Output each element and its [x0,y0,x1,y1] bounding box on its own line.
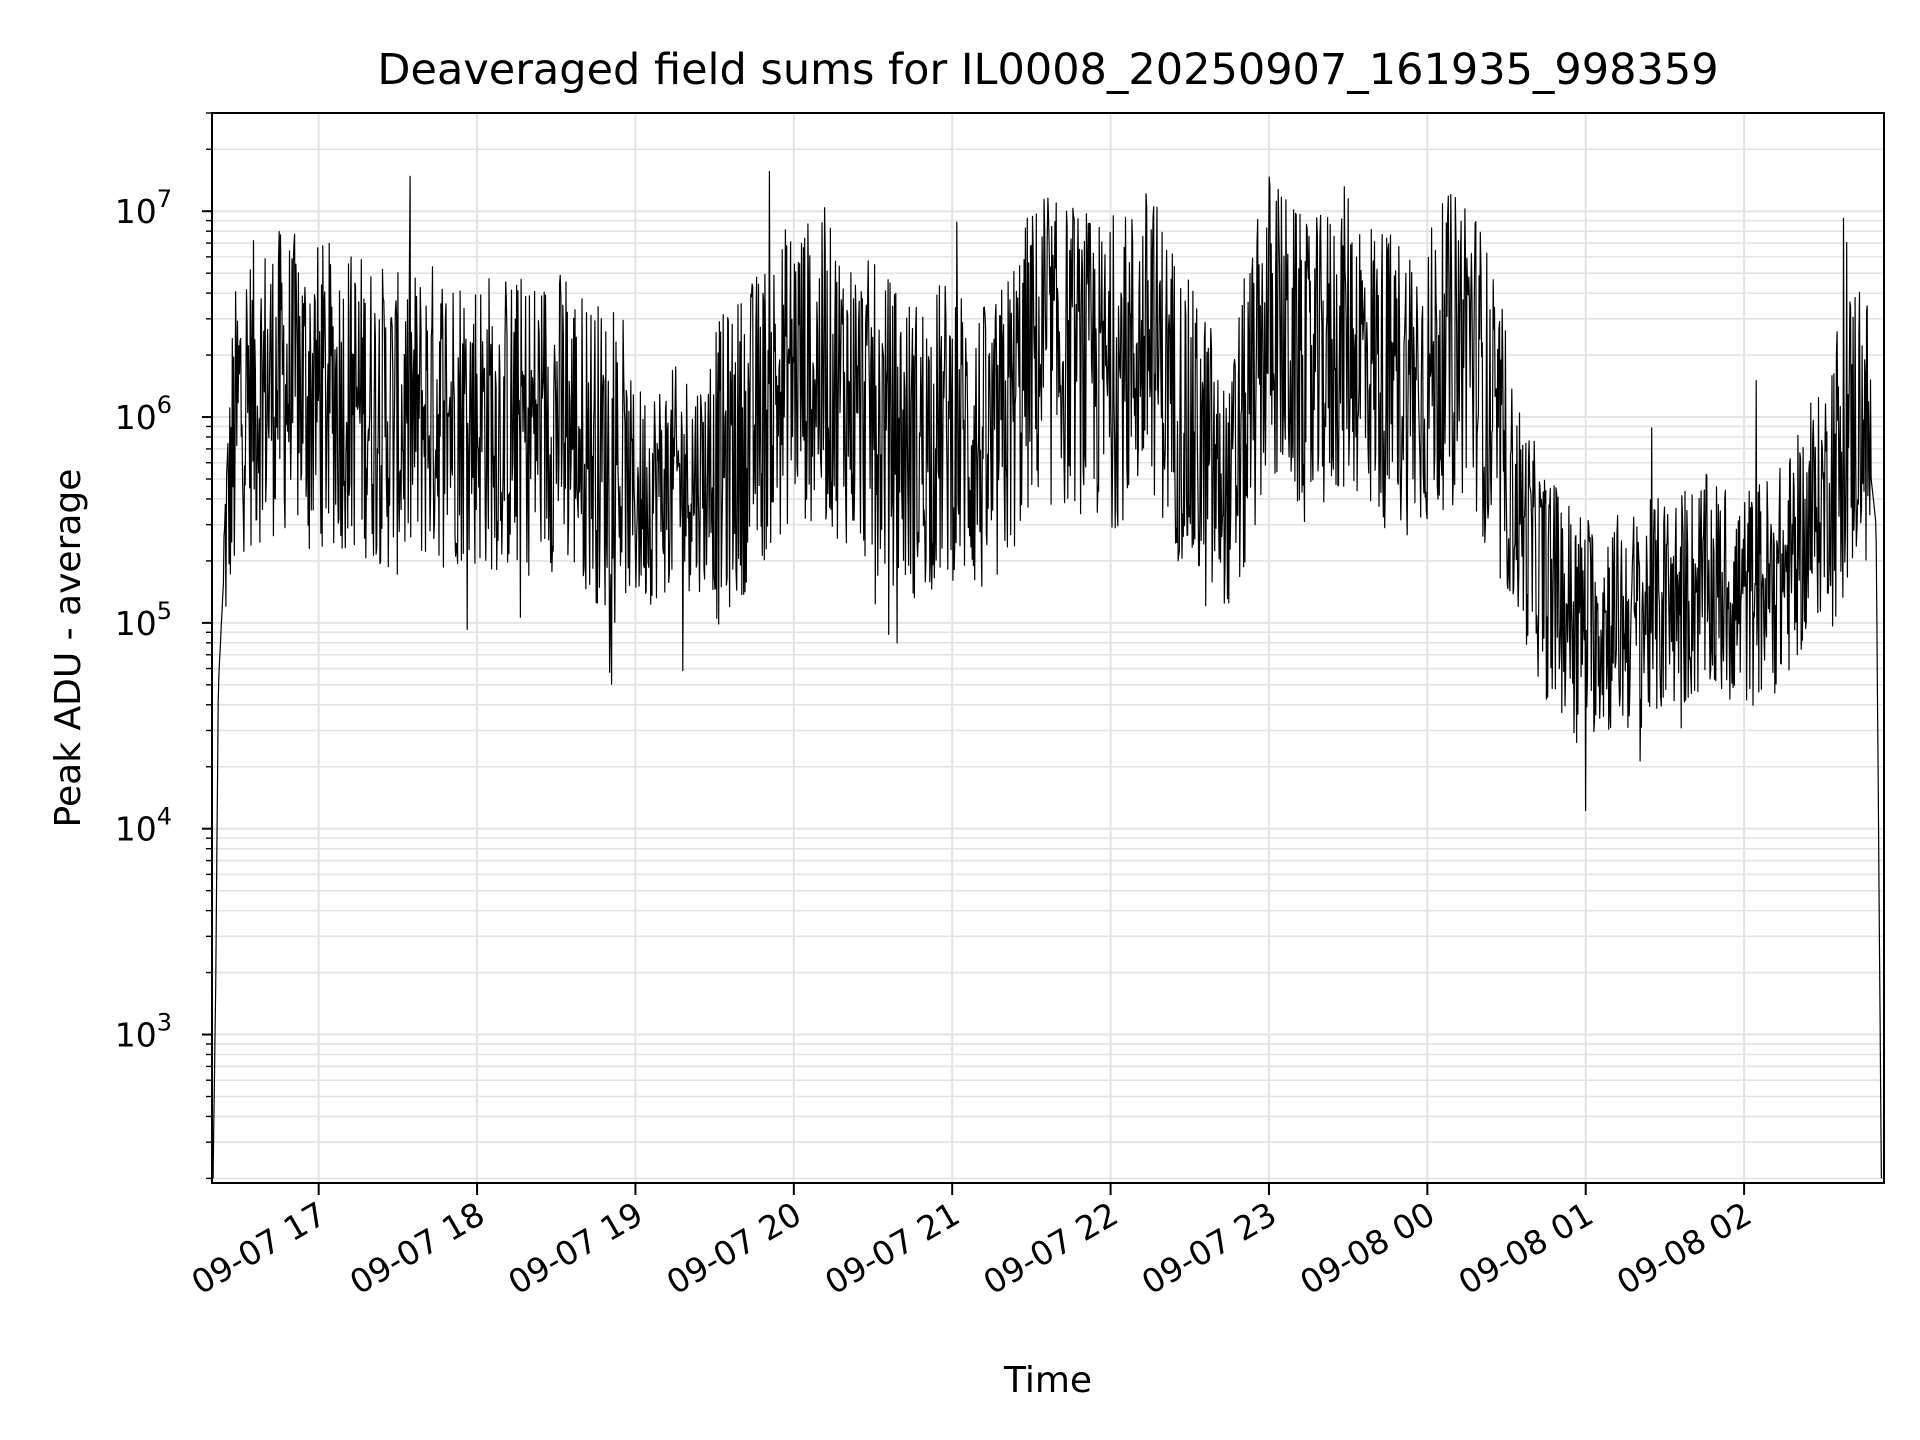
x-tick-label: 09-07 23 [1135,1194,1283,1302]
y-tick-base: 10 [115,604,157,643]
x-tick-label: 09-07 22 [977,1194,1125,1302]
x-axis-label: Time [1003,1360,1092,1401]
y-tick-exponent: 7 [157,185,172,213]
y-tick-label: 105 [115,597,172,643]
x-tick-label: 09-08 00 [1293,1194,1441,1302]
y-tick-exponent: 5 [157,597,172,625]
grid-layer [212,112,1884,1183]
y-axis-label: Peak ADU - average [48,469,89,828]
x-tick-label: 09-07 17 [185,1194,333,1302]
x-tick-label: 09-08 01 [1452,1194,1600,1302]
y-tick-base: 10 [115,398,157,437]
y-tick-label: 106 [115,391,172,437]
x-tick-label: 09-07 19 [501,1194,649,1302]
x-tick-label: 09-07 21 [818,1194,966,1302]
x-tick-label: 09-07 20 [660,1194,808,1302]
y-tick-base: 10 [115,192,157,231]
y-tick-exponent: 4 [157,803,172,831]
chart-title: Deaveraged field sums for IL0008_2025090… [377,45,1718,95]
y-tick-exponent: 6 [157,391,172,419]
plot-frame [211,112,1885,1184]
y-tick-base: 10 [115,1016,157,1055]
x-tick-label: 09-08 02 [1610,1194,1758,1302]
y-tick-base: 10 [115,810,157,849]
y-tick-label: 104 [115,803,172,849]
y-tick-exponent: 3 [157,1009,172,1037]
y-tick-label: 107 [115,185,172,231]
x-tick-label: 09-07 18 [343,1194,491,1302]
y-tick-label: 103 [115,1009,172,1055]
series-line [212,171,1882,1179]
